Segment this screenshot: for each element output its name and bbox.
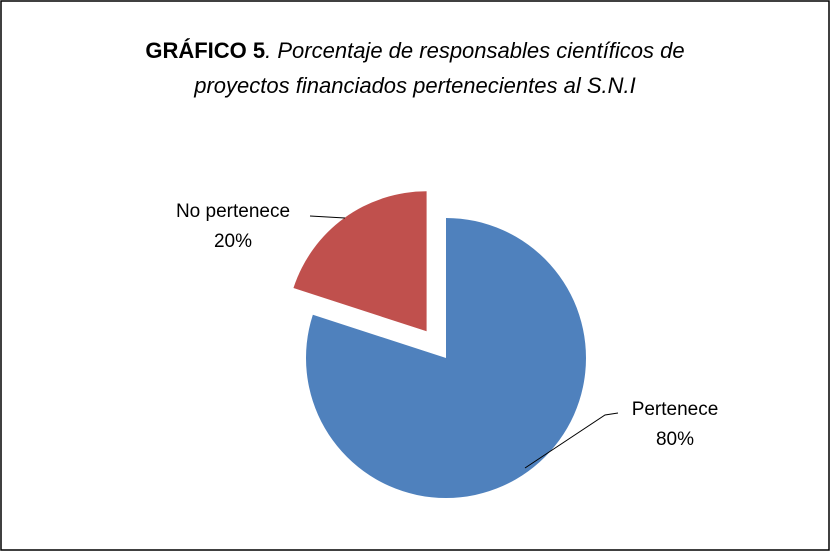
pie-slice bbox=[305, 218, 586, 499]
leader-line bbox=[309, 215, 346, 219]
pie-slice bbox=[293, 191, 427, 332]
title-line: . Porcentaje de responsables científicos… bbox=[265, 38, 684, 63]
data-label-category: No pertenece bbox=[176, 201, 290, 222]
data-label-value: 80% bbox=[656, 429, 694, 450]
leader-line bbox=[524, 412, 619, 469]
data-label-value: 20% bbox=[214, 231, 252, 252]
chart-title: proyectos financiados pertenecientes al … bbox=[193, 73, 635, 98]
data-label-category: Pertenece bbox=[632, 399, 719, 420]
chart-title: GRÁFICO 5. Porcentaje de responsables ci… bbox=[145, 38, 684, 63]
title-prefix: GRÁFICO 5 bbox=[145, 38, 265, 63]
